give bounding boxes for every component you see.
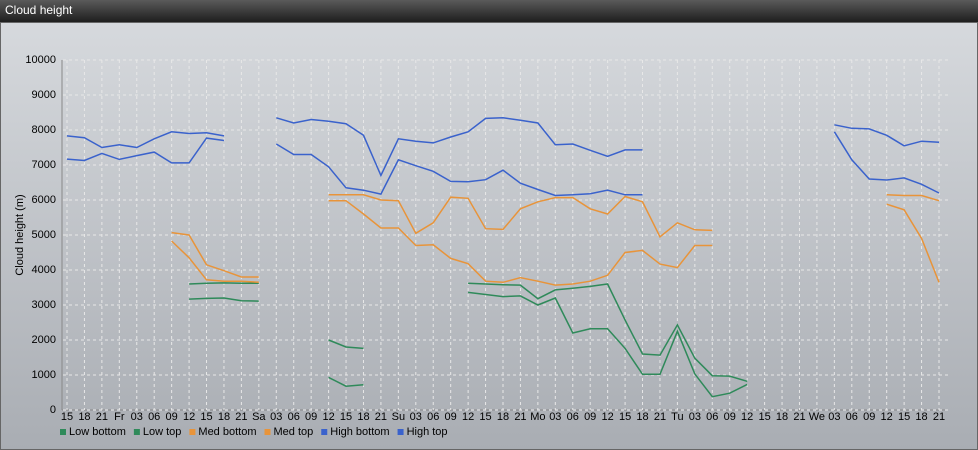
x-tick-label: 06 — [846, 411, 858, 423]
x-tick-label: 12 — [881, 411, 893, 423]
x-tick-label: 12 — [741, 411, 753, 423]
x-tick-label: 03 — [131, 411, 143, 423]
series-line — [171, 199, 940, 286]
legend-label: High top — [407, 426, 448, 438]
legend-label: Low bottom — [69, 426, 126, 438]
legend-label: Med bottom — [198, 426, 256, 438]
x-tick-label: 18 — [776, 411, 788, 423]
chart-title: Cloud height — [5, 3, 73, 17]
legend-swatch — [189, 429, 196, 435]
series-line — [66, 117, 940, 178]
x-tick-label: 12 — [602, 411, 614, 423]
y-tick-label: 2000 — [32, 334, 56, 346]
y-tick-label: 9000 — [32, 89, 56, 101]
x-tick-label: 15 — [898, 411, 910, 423]
legend-label: Med top — [274, 426, 314, 438]
series-line — [189, 291, 748, 398]
y-tick-label: 0 — [50, 404, 56, 416]
x-tick-label: 09 — [305, 411, 317, 423]
x-tick-label: 09 — [166, 411, 178, 423]
x-tick-label: 09 — [724, 411, 736, 423]
y-tick-label: 1000 — [32, 369, 56, 381]
x-tick-label: 21 — [793, 411, 805, 423]
x-tick-label: 06 — [567, 411, 579, 423]
x-tick-label: 12 — [183, 411, 195, 423]
x-tick-label: 12 — [322, 411, 334, 423]
x-tick-label: Mo — [530, 411, 545, 423]
legend-swatch — [321, 429, 328, 435]
series-line — [171, 194, 940, 278]
x-tick-label: 18 — [636, 411, 648, 423]
x-tick-label: 18 — [218, 411, 230, 423]
x-tick-label: We — [809, 411, 825, 423]
y-tick-label: 3000 — [32, 299, 56, 311]
x-tick-label: 06 — [148, 411, 160, 423]
x-tick-label: 15 — [340, 411, 352, 423]
title-bar — [0, 0, 978, 22]
legend-label: High bottom — [330, 426, 389, 438]
y-tick-label: 7000 — [32, 159, 56, 171]
x-tick-label: 03 — [549, 411, 561, 423]
panel — [0, 22, 978, 450]
x-tick-label: 21 — [654, 411, 666, 423]
x-tick-label: 09 — [584, 411, 596, 423]
y-tick-label: 10000 — [25, 54, 56, 66]
x-tick-label: Tu — [671, 411, 683, 423]
y-axis-label: Cloud height (m) — [14, 194, 26, 275]
x-tick-label: Sa — [252, 411, 266, 423]
x-tick-label: 09 — [863, 411, 875, 423]
x-tick-label: 21 — [375, 411, 387, 423]
y-tick-label: 4000 — [32, 264, 56, 276]
x-tick-label: 03 — [410, 411, 422, 423]
series-line — [189, 282, 748, 383]
x-tick-label: 21 — [96, 411, 108, 423]
x-tick-label: 15 — [200, 411, 212, 423]
x-tick-label: 15 — [479, 411, 491, 423]
x-tick-label: 21 — [235, 411, 247, 423]
x-tick-label: 15 — [619, 411, 631, 423]
x-tick-label: 18 — [915, 411, 927, 423]
x-tick-label: 09 — [445, 411, 457, 423]
series-line — [66, 131, 940, 197]
legend-swatch — [264, 429, 271, 435]
legend-swatch — [60, 429, 66, 435]
x-tick-label: Fr — [114, 411, 125, 423]
y-tick-label: 5000 — [32, 229, 56, 241]
x-tick-label: 06 — [706, 411, 718, 423]
x-tick-label: 03 — [689, 411, 701, 423]
legend-swatch — [133, 429, 140, 435]
x-tick-label: 06 — [427, 411, 439, 423]
x-tick-label: 12 — [462, 411, 474, 423]
legend-swatch — [397, 429, 404, 435]
x-tick-label: 18 — [78, 411, 90, 423]
x-tick-label: 18 — [357, 411, 369, 423]
x-tick-label: 18 — [497, 411, 509, 423]
x-tick-label: 03 — [828, 411, 840, 423]
legend-label: Low top — [143, 426, 182, 438]
x-tick-label: 03 — [270, 411, 282, 423]
x-tick-label: 15 — [758, 411, 770, 423]
x-tick-label: 06 — [288, 411, 300, 423]
y-tick-label: 6000 — [32, 194, 56, 206]
y-tick-label: 8000 — [32, 124, 56, 136]
x-tick-label: 21 — [514, 411, 526, 423]
x-tick-label: 15 — [61, 411, 73, 423]
x-tick-label: 21 — [933, 411, 945, 423]
x-tick-label: Su — [392, 411, 405, 423]
